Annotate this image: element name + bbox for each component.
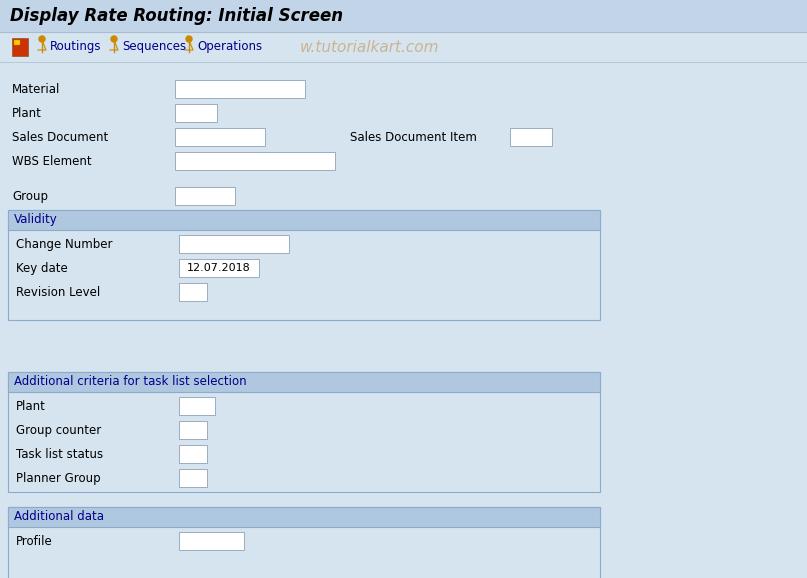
Text: Plant: Plant (16, 400, 46, 413)
FancyBboxPatch shape (8, 372, 600, 492)
Text: Additional criteria for task list selection: Additional criteria for task list select… (14, 375, 247, 388)
Text: Sales Document: Sales Document (12, 131, 108, 144)
Text: Group counter: Group counter (16, 424, 101, 437)
FancyBboxPatch shape (179, 469, 207, 487)
FancyBboxPatch shape (179, 421, 207, 439)
FancyBboxPatch shape (8, 210, 600, 230)
Text: Operations: Operations (197, 40, 262, 53)
FancyBboxPatch shape (179, 397, 215, 415)
Text: Plant: Plant (12, 107, 42, 120)
Text: Revision Level: Revision Level (16, 286, 100, 299)
Text: Material: Material (12, 83, 61, 96)
FancyBboxPatch shape (0, 32, 807, 62)
Text: Additional data: Additional data (14, 510, 104, 523)
FancyBboxPatch shape (8, 507, 600, 527)
FancyBboxPatch shape (175, 187, 235, 205)
Text: Validity: Validity (14, 213, 58, 226)
FancyBboxPatch shape (179, 445, 207, 463)
Text: Change Number: Change Number (16, 238, 112, 251)
FancyBboxPatch shape (175, 80, 305, 98)
Text: Sequences: Sequences (122, 40, 186, 53)
FancyBboxPatch shape (510, 128, 552, 146)
Text: Sales Document Item: Sales Document Item (350, 131, 477, 144)
Text: 12.07.2018: 12.07.2018 (187, 263, 251, 273)
Circle shape (186, 36, 192, 42)
FancyBboxPatch shape (179, 283, 207, 301)
FancyBboxPatch shape (179, 235, 289, 253)
Text: Task list status: Task list status (16, 448, 103, 461)
Text: WBS Element: WBS Element (12, 155, 92, 168)
Text: Group: Group (12, 190, 48, 203)
FancyBboxPatch shape (0, 0, 807, 32)
FancyBboxPatch shape (12, 38, 28, 56)
Text: Routings: Routings (50, 40, 102, 53)
FancyBboxPatch shape (8, 372, 600, 392)
Text: Planner Group: Planner Group (16, 472, 101, 485)
FancyBboxPatch shape (179, 532, 244, 550)
Text: w.tutorialkart.com: w.tutorialkart.com (300, 39, 440, 54)
Text: Key date: Key date (16, 262, 68, 275)
Circle shape (39, 36, 45, 42)
FancyBboxPatch shape (14, 40, 20, 45)
Text: Profile: Profile (16, 535, 52, 548)
Circle shape (111, 36, 117, 42)
FancyBboxPatch shape (8, 210, 600, 320)
FancyBboxPatch shape (8, 507, 600, 578)
Text: Display Rate Routing: Initial Screen: Display Rate Routing: Initial Screen (10, 7, 343, 25)
FancyBboxPatch shape (179, 259, 259, 277)
FancyBboxPatch shape (175, 128, 265, 146)
FancyBboxPatch shape (175, 104, 217, 122)
FancyBboxPatch shape (175, 152, 335, 170)
